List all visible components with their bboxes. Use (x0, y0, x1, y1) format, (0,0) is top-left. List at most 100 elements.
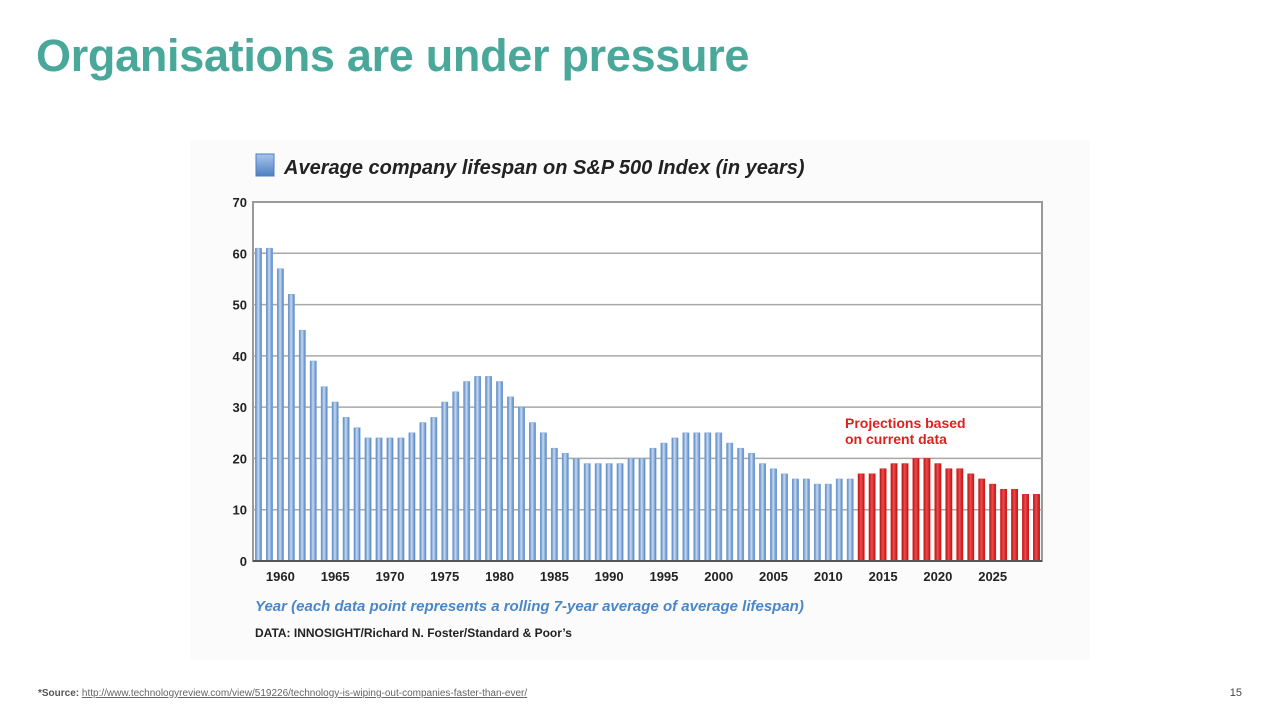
bar-historical (408, 432, 416, 562)
x-tick-label: 2010 (814, 569, 843, 584)
source-link[interactable]: http://www.technologyreview.com/view/519… (81, 688, 528, 699)
bar-historical (474, 376, 482, 562)
bar-historical (693, 432, 701, 562)
bar-historical (737, 447, 745, 562)
legend-swatch (255, 153, 275, 177)
bar-projection (978, 478, 986, 562)
bar-historical (605, 463, 613, 562)
source-label: *Source: (38, 688, 80, 699)
x-tick-label: 1960 (266, 569, 295, 584)
bar-projection (868, 473, 876, 562)
bar-projection (1022, 494, 1029, 562)
bar-historical (485, 376, 493, 562)
bar-historical (397, 437, 405, 562)
bar-projection (934, 463, 942, 562)
bar-historical (781, 473, 788, 562)
bar-historical (649, 447, 657, 562)
bar-projection (989, 483, 997, 562)
projection-annotation-line-1: Projections based (845, 415, 966, 431)
bar-projection (945, 468, 953, 562)
bar-historical (430, 417, 438, 562)
bar-historical (627, 458, 635, 562)
bar-projection (901, 463, 909, 562)
bar-projection (890, 463, 898, 562)
y-tick-label: 70 (233, 195, 247, 210)
plot-frame (252, 201, 1043, 562)
projection-annotation-line-2: on current data (845, 431, 947, 447)
bar-historical (298, 329, 306, 562)
bar-historical (320, 386, 328, 562)
y-tick-label: 40 (233, 349, 247, 364)
y-tick-label: 60 (233, 246, 247, 261)
x-tick-label: 1970 (376, 569, 405, 584)
chart-title: Average company lifespan on S&P 500 Inde… (283, 157, 805, 179)
grid-lines (252, 201, 1043, 562)
data-source-note: DATA: INNOSIGHT/Richard N. Foster/Standa… (255, 626, 572, 640)
bar-historical (660, 442, 668, 562)
bar-historical (802, 478, 810, 562)
bar-historical (386, 437, 394, 562)
x-tick-label: 1980 (485, 569, 514, 584)
bar-historical (726, 442, 734, 562)
page-number: 15 (1229, 687, 1242, 699)
chart-container: 0 10 20 30 40 50 60 70 1960 1965 1970 1975 1980 1985 1… (190, 140, 1090, 660)
bar-projection (857, 473, 865, 562)
bar-historical (770, 468, 777, 562)
bar-historical (507, 396, 514, 562)
bar-historical (539, 432, 547, 562)
slide-title: Organisations are under pressure (36, 30, 750, 81)
y-tick-label: 20 (233, 451, 247, 466)
bar-historical (266, 247, 273, 562)
x-tick-label: 2020 (923, 569, 952, 584)
x-tick-label: 1990 (595, 569, 624, 584)
bar-historical (463, 381, 471, 562)
bar-projection (956, 468, 964, 562)
x-tick-label: 1965 (321, 569, 350, 584)
bar-historical (671, 437, 679, 562)
bar-historical (704, 432, 712, 562)
bar-historical (309, 360, 317, 562)
bar-historical (331, 401, 339, 562)
bar-historical (419, 422, 427, 562)
x-tick-label: 1995 (649, 569, 678, 584)
y-tick-label: 30 (233, 400, 247, 415)
bar-historical (792, 478, 799, 562)
lifespan-chart: 0 10 20 30 40 50 60 70 1960 1965 1970 1975 1980 1985 1… (233, 153, 1043, 640)
bar-projection (967, 473, 975, 562)
bar-historical (276, 268, 284, 562)
bar-historical (682, 432, 690, 562)
bar-historical (846, 478, 854, 562)
bar-historical (594, 463, 602, 562)
bar-historical (452, 391, 460, 562)
bar-historical (496, 381, 503, 562)
y-tick-label: 50 (233, 298, 247, 313)
bar-historical (353, 427, 361, 562)
bars (255, 247, 1040, 562)
bar-historical (364, 437, 372, 562)
bar-projection (1000, 488, 1008, 562)
bar-historical (441, 401, 449, 562)
bar-historical (255, 247, 262, 562)
x-tick-label: 2025 (978, 569, 1007, 584)
bar-historical (759, 463, 766, 562)
source-footer: *Source: http://www.technologyreview.com… (38, 688, 527, 699)
x-tick-label: 1985 (540, 569, 569, 584)
x-tick-label: 2015 (869, 569, 898, 584)
bar-historical (583, 463, 591, 562)
bar-historical (375, 437, 383, 562)
bar-historical (550, 447, 558, 562)
x-tick-label: 2005 (759, 569, 788, 584)
bar-historical (748, 453, 756, 562)
bar-projection (1011, 488, 1019, 562)
bar-historical (529, 422, 536, 562)
bar-historical (518, 406, 525, 562)
bar-historical (835, 478, 843, 562)
bar-historical (813, 483, 821, 562)
bar-historical (715, 432, 723, 562)
x-tick-label: 1975 (430, 569, 459, 584)
bar-historical (824, 483, 832, 562)
y-tick-label: 0 (240, 554, 247, 569)
bar-historical (572, 458, 580, 562)
x-tick-label: 2000 (704, 569, 733, 584)
bar-historical (561, 453, 569, 562)
